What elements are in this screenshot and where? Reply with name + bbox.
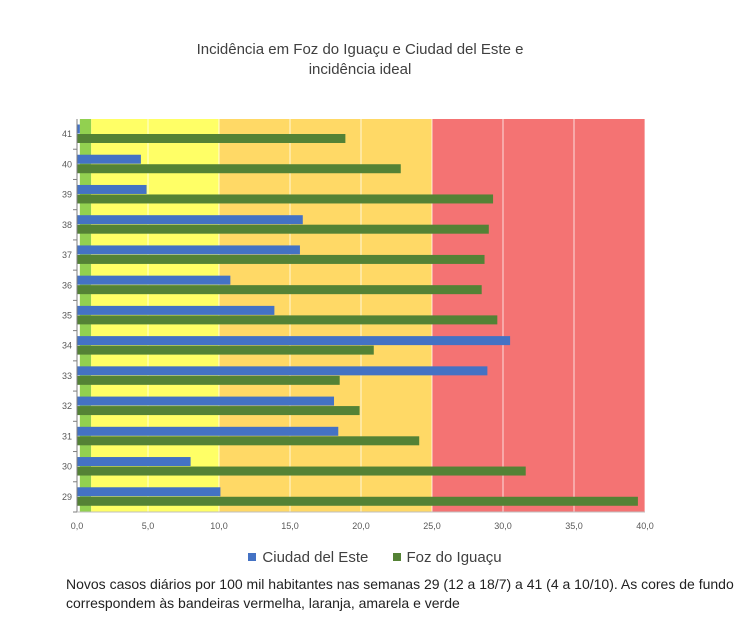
y-tick-label-37: 37	[62, 250, 72, 260]
y-tick-label-29: 29	[62, 492, 72, 502]
chart-caption: Novos casos diários por 100 mil habitant…	[66, 576, 734, 611]
legend-item-foz-do-iguacu: Foz do Iguaçu	[392, 548, 502, 566]
legend-swatch-ciudad-del-este	[248, 553, 257, 561]
y-tick-label-35: 35	[62, 311, 72, 321]
chart-title-line-2: incidência ideal	[308, 61, 412, 78]
legend-swatch-foz-do-iguacu	[392, 553, 401, 561]
y-tick-label-34: 34	[62, 341, 72, 351]
bar-foz-do-iguacu-41	[77, 134, 346, 143]
legend-label-ciudad-del-este: Ciudad del Este	[262, 548, 369, 566]
y-tick-label-41: 41	[62, 129, 72, 139]
x-tick-label-6: 30,0	[494, 521, 512, 531]
bar-ciudad-del-este-38	[77, 215, 303, 225]
chart-title-line-1: Incidência em Foz do Iguaçu e Ciudad del…	[196, 41, 524, 58]
y-tick-label-39: 39	[62, 190, 72, 200]
y-tick-label-30: 30	[62, 462, 72, 472]
bar-ciudad-del-este-40	[77, 154, 141, 164]
bar-foz-do-iguacu-36	[77, 285, 482, 295]
bar-ciudad-del-este-29	[77, 487, 221, 497]
bar-foz-do-iguacu-34	[77, 345, 374, 355]
x-tick-label-7: 35,0	[565, 521, 583, 531]
y-tick-label-33: 33	[62, 371, 72, 381]
bar-ciudad-del-este-34	[77, 336, 511, 346]
legend-label-foz-do-iguacu: Foz do Iguaçu	[406, 548, 502, 566]
bar-ciudad-del-este-37	[77, 245, 300, 255]
bar-foz-do-iguacu-39	[77, 194, 494, 204]
x-tick-label-2: 10,0	[210, 521, 228, 531]
bar-foz-do-iguacu-40	[77, 164, 401, 174]
y-tick-label-31: 31	[62, 431, 72, 441]
bar-foz-do-iguacu-30	[77, 466, 526, 476]
x-tick-label-0: 0,0	[71, 521, 84, 531]
x-tick-label-4: 20,0	[352, 521, 370, 531]
y-tick-label-32: 32	[62, 401, 72, 411]
chart-title: Incidência em Foz do Iguaçu e Ciudad del…	[0, 40, 720, 80]
bar-foz-do-iguacu-29	[77, 496, 638, 506]
bars	[77, 124, 638, 506]
x-tick-label-1: 5,0	[142, 521, 155, 531]
bar-foz-do-iguacu-31	[77, 436, 420, 446]
bar-ciudad-del-este-32	[77, 396, 335, 406]
axes: 29 30 31 32 33 34 35 36 37 38 39 40 41 0,0 5,0 10,0 15,0…	[62, 119, 654, 531]
legend: Ciudad del Este Foz do Iguaçu	[0, 548, 750, 566]
bar-ciudad-del-este-30	[77, 457, 191, 467]
bar-ciudad-del-este-36	[77, 275, 231, 285]
bar-foz-do-iguacu-38	[77, 224, 489, 234]
bar-ciudad-del-este-35	[77, 305, 275, 315]
y-tick-label-40: 40	[62, 159, 72, 169]
x-tick-label-5: 25,0	[423, 521, 441, 531]
bar-ciudad-del-este-31	[77, 426, 339, 436]
x-tick-label-3: 15,0	[281, 521, 299, 531]
bar-ciudad-del-este-39	[77, 184, 147, 194]
bar-foz-do-iguacu-33	[77, 375, 340, 385]
y-tick-label-38: 38	[62, 220, 72, 230]
y-tick-label-36: 36	[62, 280, 72, 290]
legend-item-ciudad-del-este: Ciudad del Este	[248, 549, 368, 566]
bar-ciudad-del-este-41	[77, 124, 80, 134]
bar-ciudad-del-este-33	[77, 366, 488, 376]
bar-foz-do-iguacu-32	[77, 406, 360, 416]
x-tick-label-8: 40,0	[636, 521, 654, 531]
bar-foz-do-iguacu-37	[77, 254, 485, 264]
bar-foz-do-iguacu-35	[77, 315, 498, 325]
